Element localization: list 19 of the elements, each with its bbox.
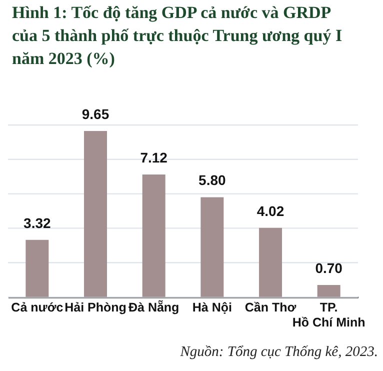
x-tick-label: Cần Thơ: [244, 300, 296, 314]
bar: [317, 284, 340, 297]
data-label: 3.32: [24, 214, 52, 231]
text: Nguồn: Tổng cục Thống kê, 2023.: [179, 344, 378, 360]
bar: [26, 240, 49, 297]
bar: [84, 131, 107, 297]
bar: [200, 197, 224, 297]
data-label: 9.65: [82, 106, 110, 122]
x-tick-label: Hà Nội: [192, 300, 232, 314]
data-label: 7.12: [140, 150, 168, 166]
x-tick-label: Hải Phòng: [64, 300, 126, 314]
x-tick-label: Đà Nẵng: [128, 300, 180, 314]
data-label: 5.80: [198, 172, 226, 188]
bar: [259, 228, 282, 297]
bar: [142, 174, 166, 297]
data-label: 4.02: [256, 202, 284, 219]
x-tick-label: Cả nước: [11, 300, 64, 314]
data-label: 0.70: [315, 260, 343, 276]
chart-title: Hình 1: Tốc độ tăng GDP cả nước và GRDP của 5 thành phố trực thuộc Trung ương quý I năm 2023 (%): [12, 3, 342, 68]
